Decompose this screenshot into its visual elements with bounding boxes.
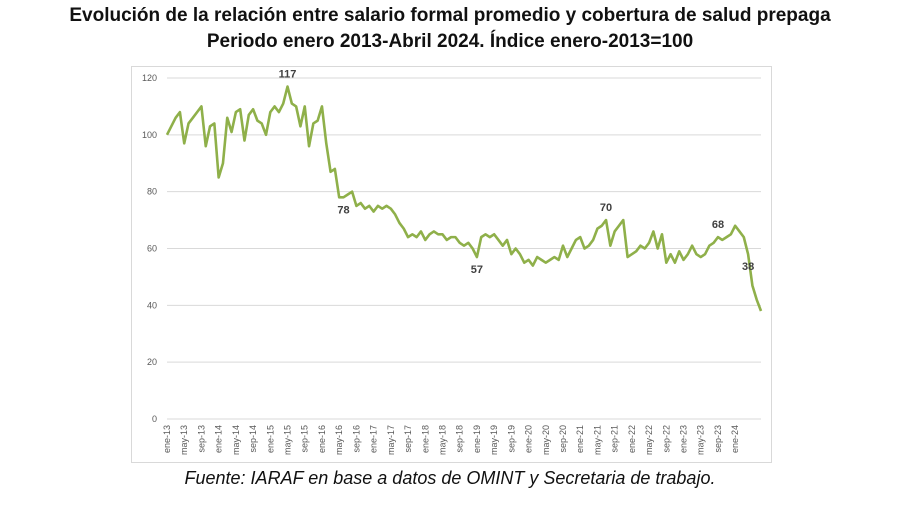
x-tick-label: sep-14: [248, 425, 258, 453]
y-tick-label: 120: [142, 73, 157, 83]
y-tick-label: 0: [152, 414, 157, 424]
x-axis: ene-13 may-13 sep-13 ene-14 may-14 sep-14 ene-…: [162, 425, 740, 455]
x-tick-label: ene-17: [369, 425, 379, 453]
x-tick-label: ene-13: [162, 425, 172, 453]
x-tick-label: sep-22: [661, 425, 671, 453]
data-label: 57: [471, 264, 483, 276]
x-tick-label: may-15: [283, 425, 293, 455]
x-tick-label: may-19: [489, 425, 499, 455]
y-tick-label: 100: [142, 130, 157, 140]
x-tick-label: ene-19: [472, 425, 482, 453]
x-tick-label: may-18: [437, 425, 447, 455]
x-tick-label: sep-21: [610, 425, 620, 453]
data-label: 78: [337, 204, 349, 216]
x-tick-label: may-20: [541, 425, 551, 455]
y-tick-label: 20: [147, 357, 157, 367]
x-tick-label: may-21: [592, 425, 602, 455]
y-axis: 0 20 40 60 80 100 120: [142, 73, 157, 424]
x-tick-label: may-14: [231, 425, 241, 455]
gridlines: [167, 77, 761, 420]
series-line: [165, 85, 763, 312]
x-tick-label: sep-23: [713, 425, 723, 453]
data-labels: 117 78 57 70 68 38: [279, 69, 755, 276]
x-tick-label: may-17: [386, 425, 396, 455]
chart-frame: [131, 66, 772, 463]
y-tick-label: 80: [147, 187, 157, 197]
data-label: 117: [279, 69, 297, 81]
x-tick-label: ene-16: [317, 425, 327, 453]
x-tick-label: sep-16: [351, 425, 361, 453]
y-tick-label: 40: [147, 300, 157, 310]
x-tick-label: ene-15: [265, 425, 275, 453]
y-tick-label: 60: [147, 244, 157, 254]
x-tick-label: ene-18: [420, 425, 430, 453]
x-tick-label: ene-24: [730, 425, 740, 453]
x-tick-label: ene-21: [575, 425, 585, 453]
x-tick-label: sep-15: [300, 425, 310, 453]
x-tick-label: may-22: [644, 425, 654, 455]
x-tick-label: ene-22: [627, 425, 637, 453]
chart-title: Evolución de la relación entre salario f…: [69, 5, 831, 26]
data-label: 38: [742, 261, 754, 273]
x-tick-label: ene-14: [214, 425, 224, 453]
x-tick-label: sep-17: [403, 425, 413, 453]
x-tick-label: ene-23: [679, 425, 689, 453]
chart-subtitle: Periodo enero 2013-Abril 2024. Índice en…: [206, 31, 694, 52]
x-tick-label: sep-13: [196, 425, 206, 453]
x-tick-label: may-16: [334, 425, 344, 455]
x-tick-label: sep-18: [455, 425, 465, 453]
data-label: 68: [712, 219, 724, 231]
x-tick-label: sep-19: [506, 425, 516, 453]
x-tick-label: sep-20: [558, 425, 568, 453]
data-label: 70: [600, 202, 612, 214]
x-tick-label: ene-20: [524, 425, 534, 453]
x-tick-label: may-23: [696, 425, 706, 455]
x-tick-label: may-13: [179, 425, 189, 455]
line-chart: 0 20 40 60 80 100 120 ene-13 may-13 sep-13 ene-14…: [142, 69, 763, 455]
source-note: Fuente: IARAF en base a datos de OMINT y…: [184, 468, 716, 488]
